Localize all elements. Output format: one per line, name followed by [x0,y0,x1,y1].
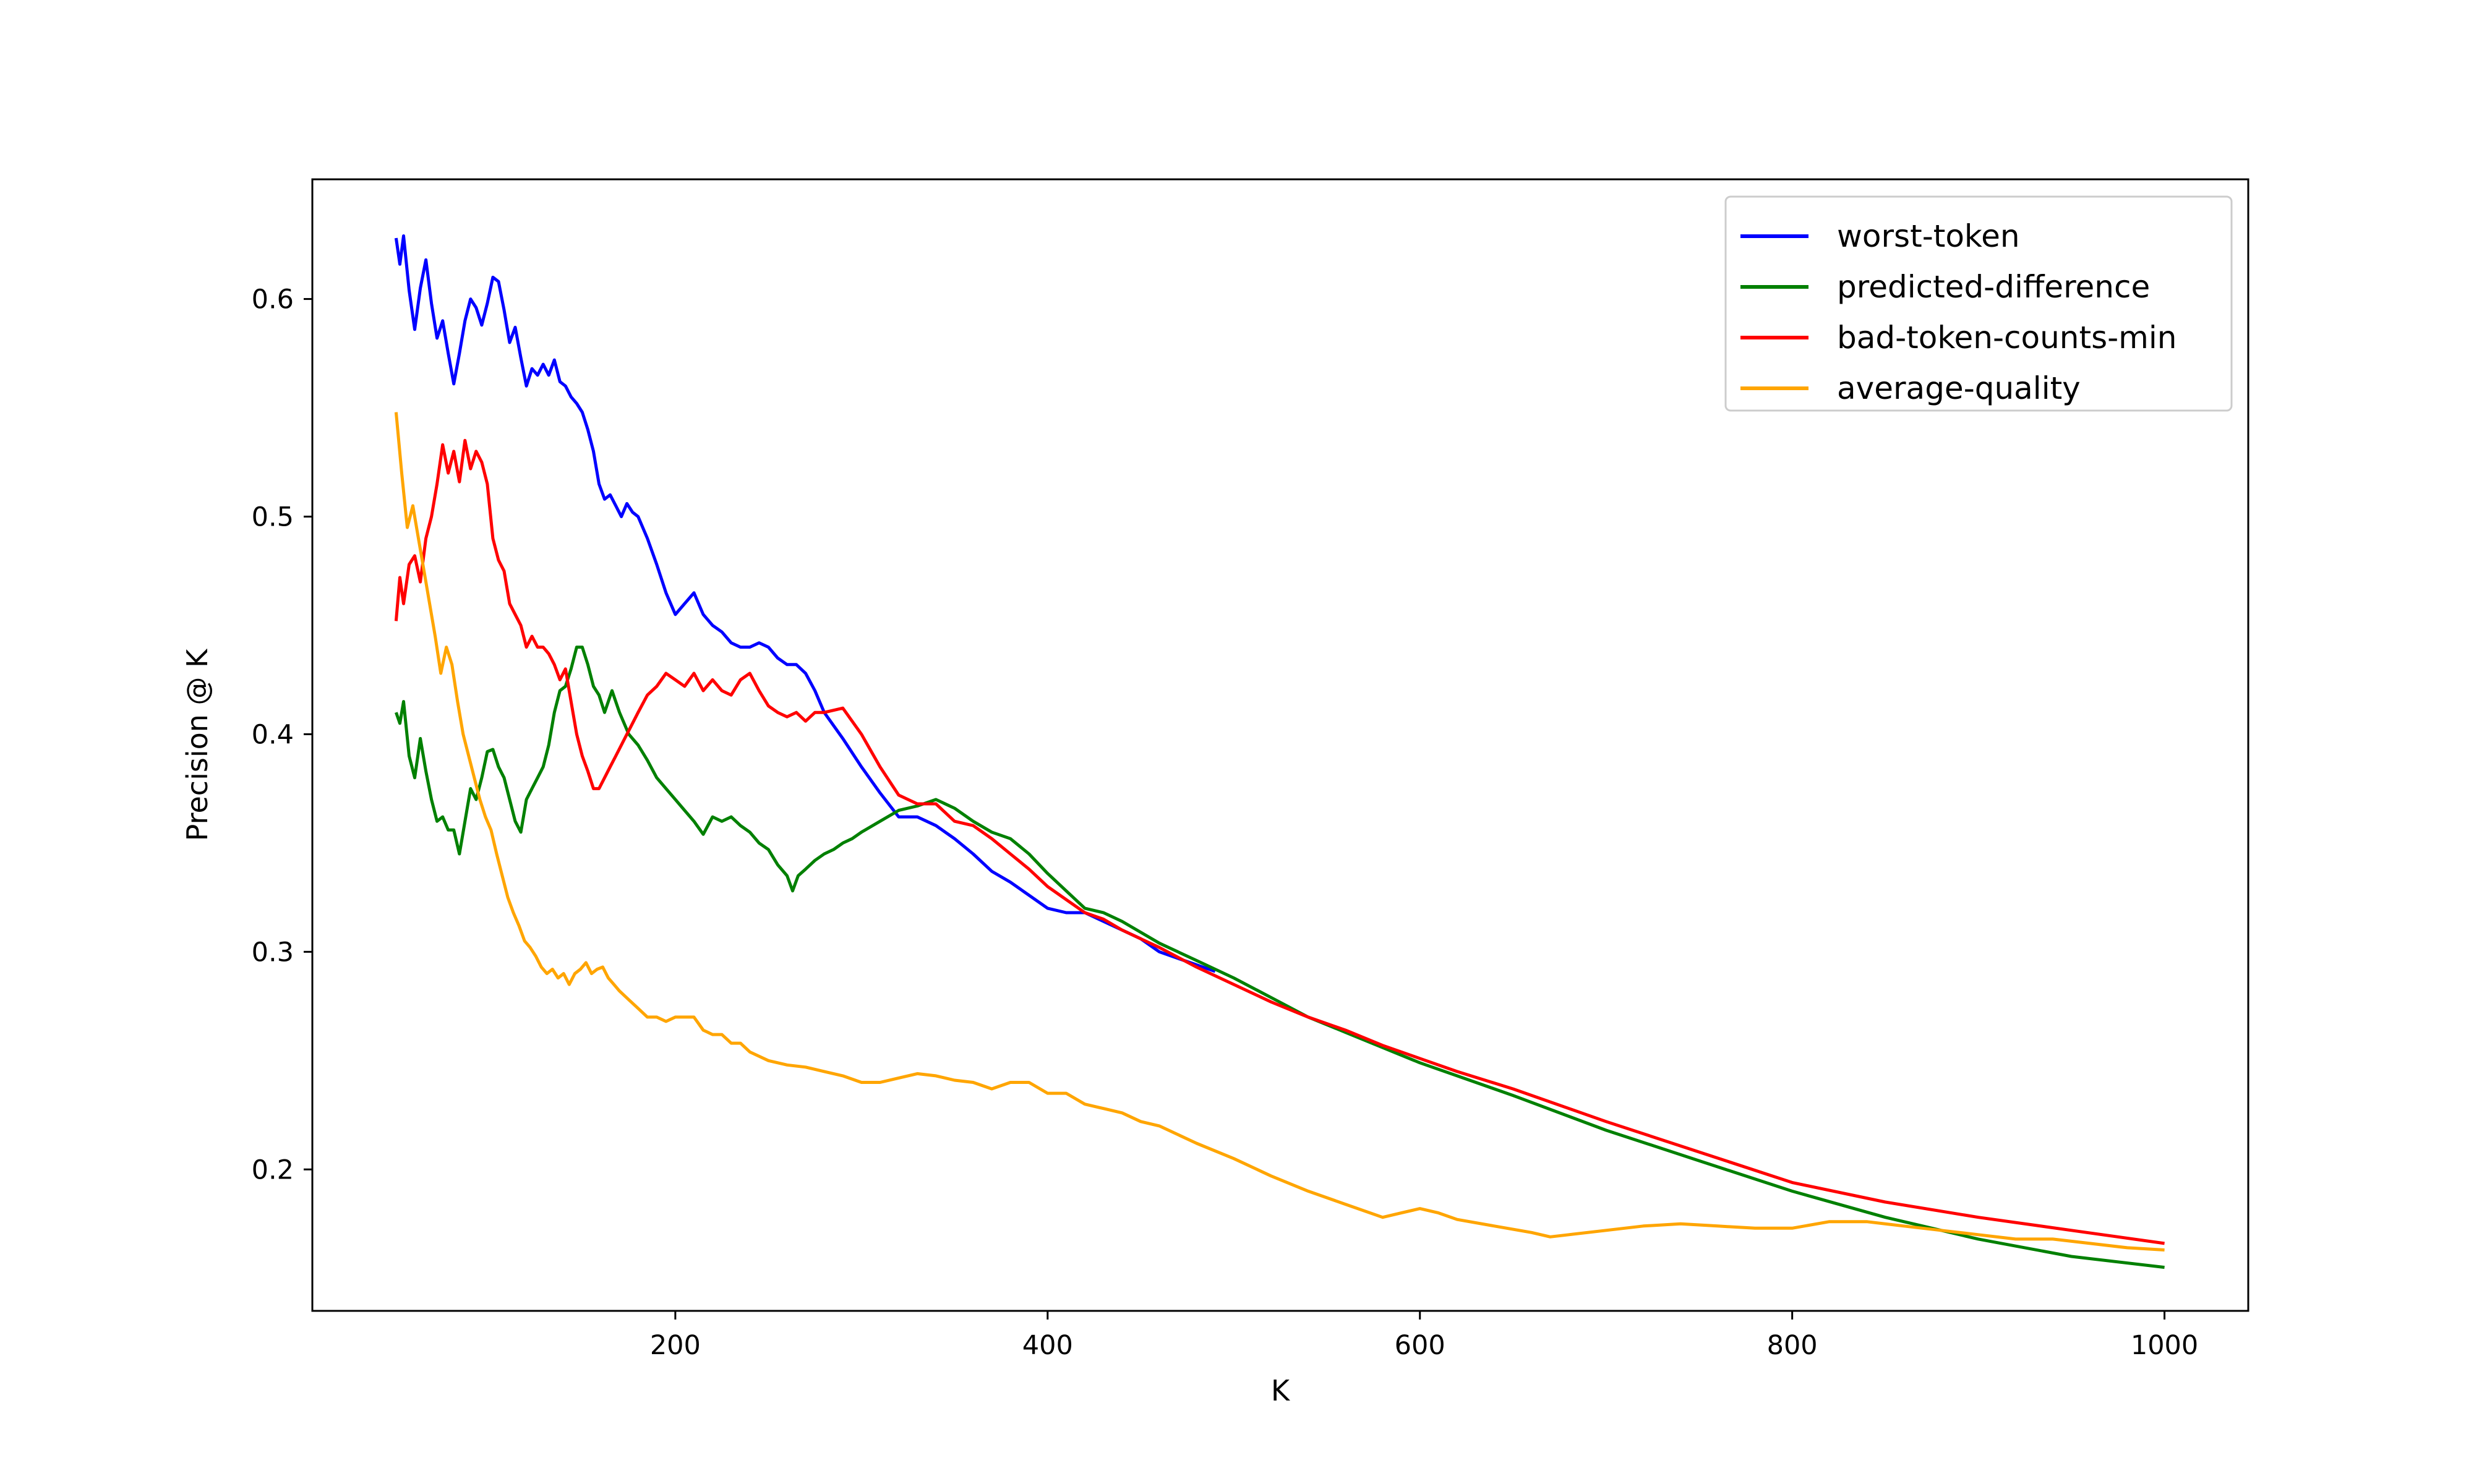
legend: worst-token predicted-difference bad-token… [1724,195,2233,412]
x-axis-ticks: 200 400 600 800 1000 [650,1311,2198,1361]
series-line-predicted-difference [395,646,2165,1269]
series-lines [394,234,2165,1269]
series-line-bad-token-counts-min [394,438,2165,1245]
x-tick-label: 800 [1767,1330,1818,1361]
plot-frame [311,178,2249,1312]
x-tick-label: 1000 [2131,1330,2198,1361]
y-tick-label: 0.5 [252,501,294,532]
x-tick-label: 200 [650,1330,701,1361]
y-tick-label: 0.4 [252,719,294,750]
y-axis-label: Precision @ K [181,648,214,841]
y-tick-label: 0.6 [252,284,294,315]
x-axis-label: K [1271,1374,1291,1407]
y-tick-label: 0.3 [252,937,294,968]
series-line-average-quality [394,412,2165,1252]
y-tick-label: 0.2 [252,1154,294,1185]
x-tick-label: 400 [1022,1330,1073,1361]
legend-label: bad-token-counts-min [1837,320,2177,356]
series-line-worst-token [394,234,1216,973]
legend-label: worst-token [1837,218,2020,254]
legend-label: average-quality [1837,370,2081,406]
x-tick-label: 600 [1395,1330,1445,1361]
legend-label: predicted-difference [1837,269,2150,305]
legend-box [1724,195,2233,412]
y-axis-ticks: 0.2 0.3 0.4 0.5 0.6 [252,284,312,1185]
